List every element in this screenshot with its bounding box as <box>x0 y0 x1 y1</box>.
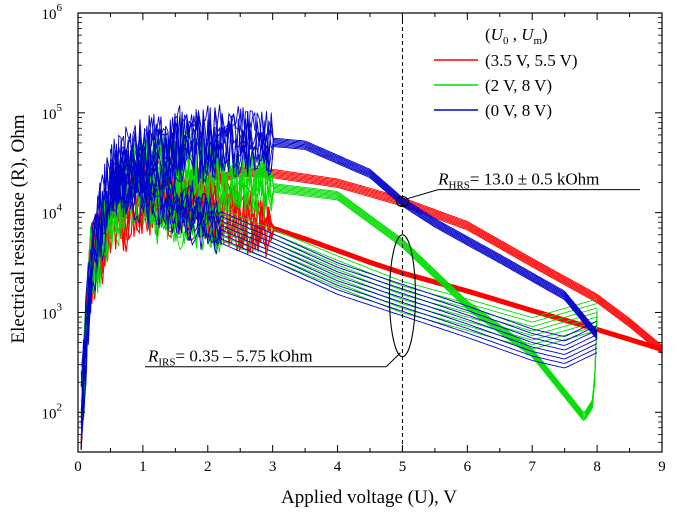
annotation-label: RIRS= 0.35 – 5.75 kOhm <box>147 347 313 369</box>
x-tick-label: 5 <box>399 459 407 475</box>
series-3-reverse-line <box>109 166 598 360</box>
legend-header-part: ) <box>542 25 548 44</box>
x-tick-label: 7 <box>528 459 536 475</box>
plot-border <box>77 12 663 453</box>
legend-entry: (2 V, 8 V) <box>485 76 552 95</box>
series-3-reverse-line <box>109 149 598 342</box>
axis-ticks: 0 1 2 3 4 5 6 7 8 9 102 103 104 105 106 <box>42 2 666 475</box>
x-tick-label: 1 <box>139 459 147 475</box>
y-tick-exponent: 4 <box>57 202 63 214</box>
x-tick-label: 3 <box>269 459 277 475</box>
annotation-ellipse <box>388 234 416 358</box>
annotation-symbol: R <box>437 170 449 189</box>
legend-header-part: 0 <box>503 35 509 47</box>
y-tick-exponent: 6 <box>57 2 63 14</box>
series-3-reverse-line <box>109 174 598 369</box>
y-tick-exponent: 2 <box>57 401 63 413</box>
legend: (U0 , Um)(3.5 V, 5.5 V)(2 V, 8 V)(0 V, 8… <box>434 25 578 120</box>
x-tick-label: 0 <box>74 459 82 475</box>
annotation-symbol: R <box>147 347 159 366</box>
x-tick-label: 2 <box>204 459 212 475</box>
legend-header-part: m <box>533 35 542 47</box>
plot-frame <box>77 12 663 453</box>
x-tick-label: 4 <box>334 459 342 475</box>
series-3-group <box>80 104 598 450</box>
legend-header-part: U <box>491 25 505 44</box>
legend-entry: (3.5 V, 5.5 V) <box>485 51 578 70</box>
y-tick-label: 106 <box>42 2 63 23</box>
series-3-reverse-line <box>109 153 598 351</box>
series-3-forward-line <box>80 105 598 422</box>
legend-header-part: , <box>508 25 521 44</box>
annotation-label: RHRS= 13.0 ± 0.5 kOhm <box>437 170 599 192</box>
y-axis-label: Electrical resistanse (R), Ohm <box>8 114 29 343</box>
y-tick-label: 104 <box>42 202 63 223</box>
legend-header: (U0 , Um) <box>485 25 548 47</box>
curves-layer <box>80 104 663 450</box>
axis-labels: Applied voltage (U), V Electrical resist… <box>8 114 457 508</box>
series-3-forward-line <box>80 111 598 448</box>
legend-header-part: ( <box>485 25 491 44</box>
series-3-reverse-line <box>110 175 598 364</box>
series-3-forward-line <box>80 110 598 426</box>
x-tick-label: 9 <box>658 459 666 475</box>
annotation-ellipse <box>395 195 409 208</box>
series-3-forward-line <box>80 104 598 450</box>
series-3-forward-line <box>80 115 598 417</box>
y-tick-label: 105 <box>42 102 63 123</box>
series-3-forward-line <box>80 107 598 450</box>
series-3-reverse-line <box>109 148 598 337</box>
annotation-leader <box>404 189 439 201</box>
series-1-forward-line <box>80 165 663 449</box>
y-tick-exponent: 3 <box>57 301 63 313</box>
y-tick-label: 103 <box>42 301 63 322</box>
x-axis-label: Applied voltage (U), V <box>281 487 457 508</box>
annotation-value: = 0.35 – 5.75 kOhm <box>176 347 313 366</box>
x-tick-label: 8 <box>593 459 601 475</box>
annotation-leader <box>385 352 401 368</box>
series-2-reverse-line <box>142 197 598 336</box>
y-tick-exponent: 5 <box>57 102 63 114</box>
legend-header-part: U <box>521 25 535 44</box>
legend-entry: (0 V, 8 V) <box>485 101 552 120</box>
y-tick-label: 102 <box>42 401 63 422</box>
annotation-subscript: IRS <box>158 357 175 369</box>
annotation-subscript: HRS <box>449 180 470 192</box>
annotation-value: = 13.0 ± 0.5 kOhm <box>470 170 599 189</box>
x-tick-label: 6 <box>464 459 472 475</box>
series-3-forward-line <box>80 108 598 387</box>
